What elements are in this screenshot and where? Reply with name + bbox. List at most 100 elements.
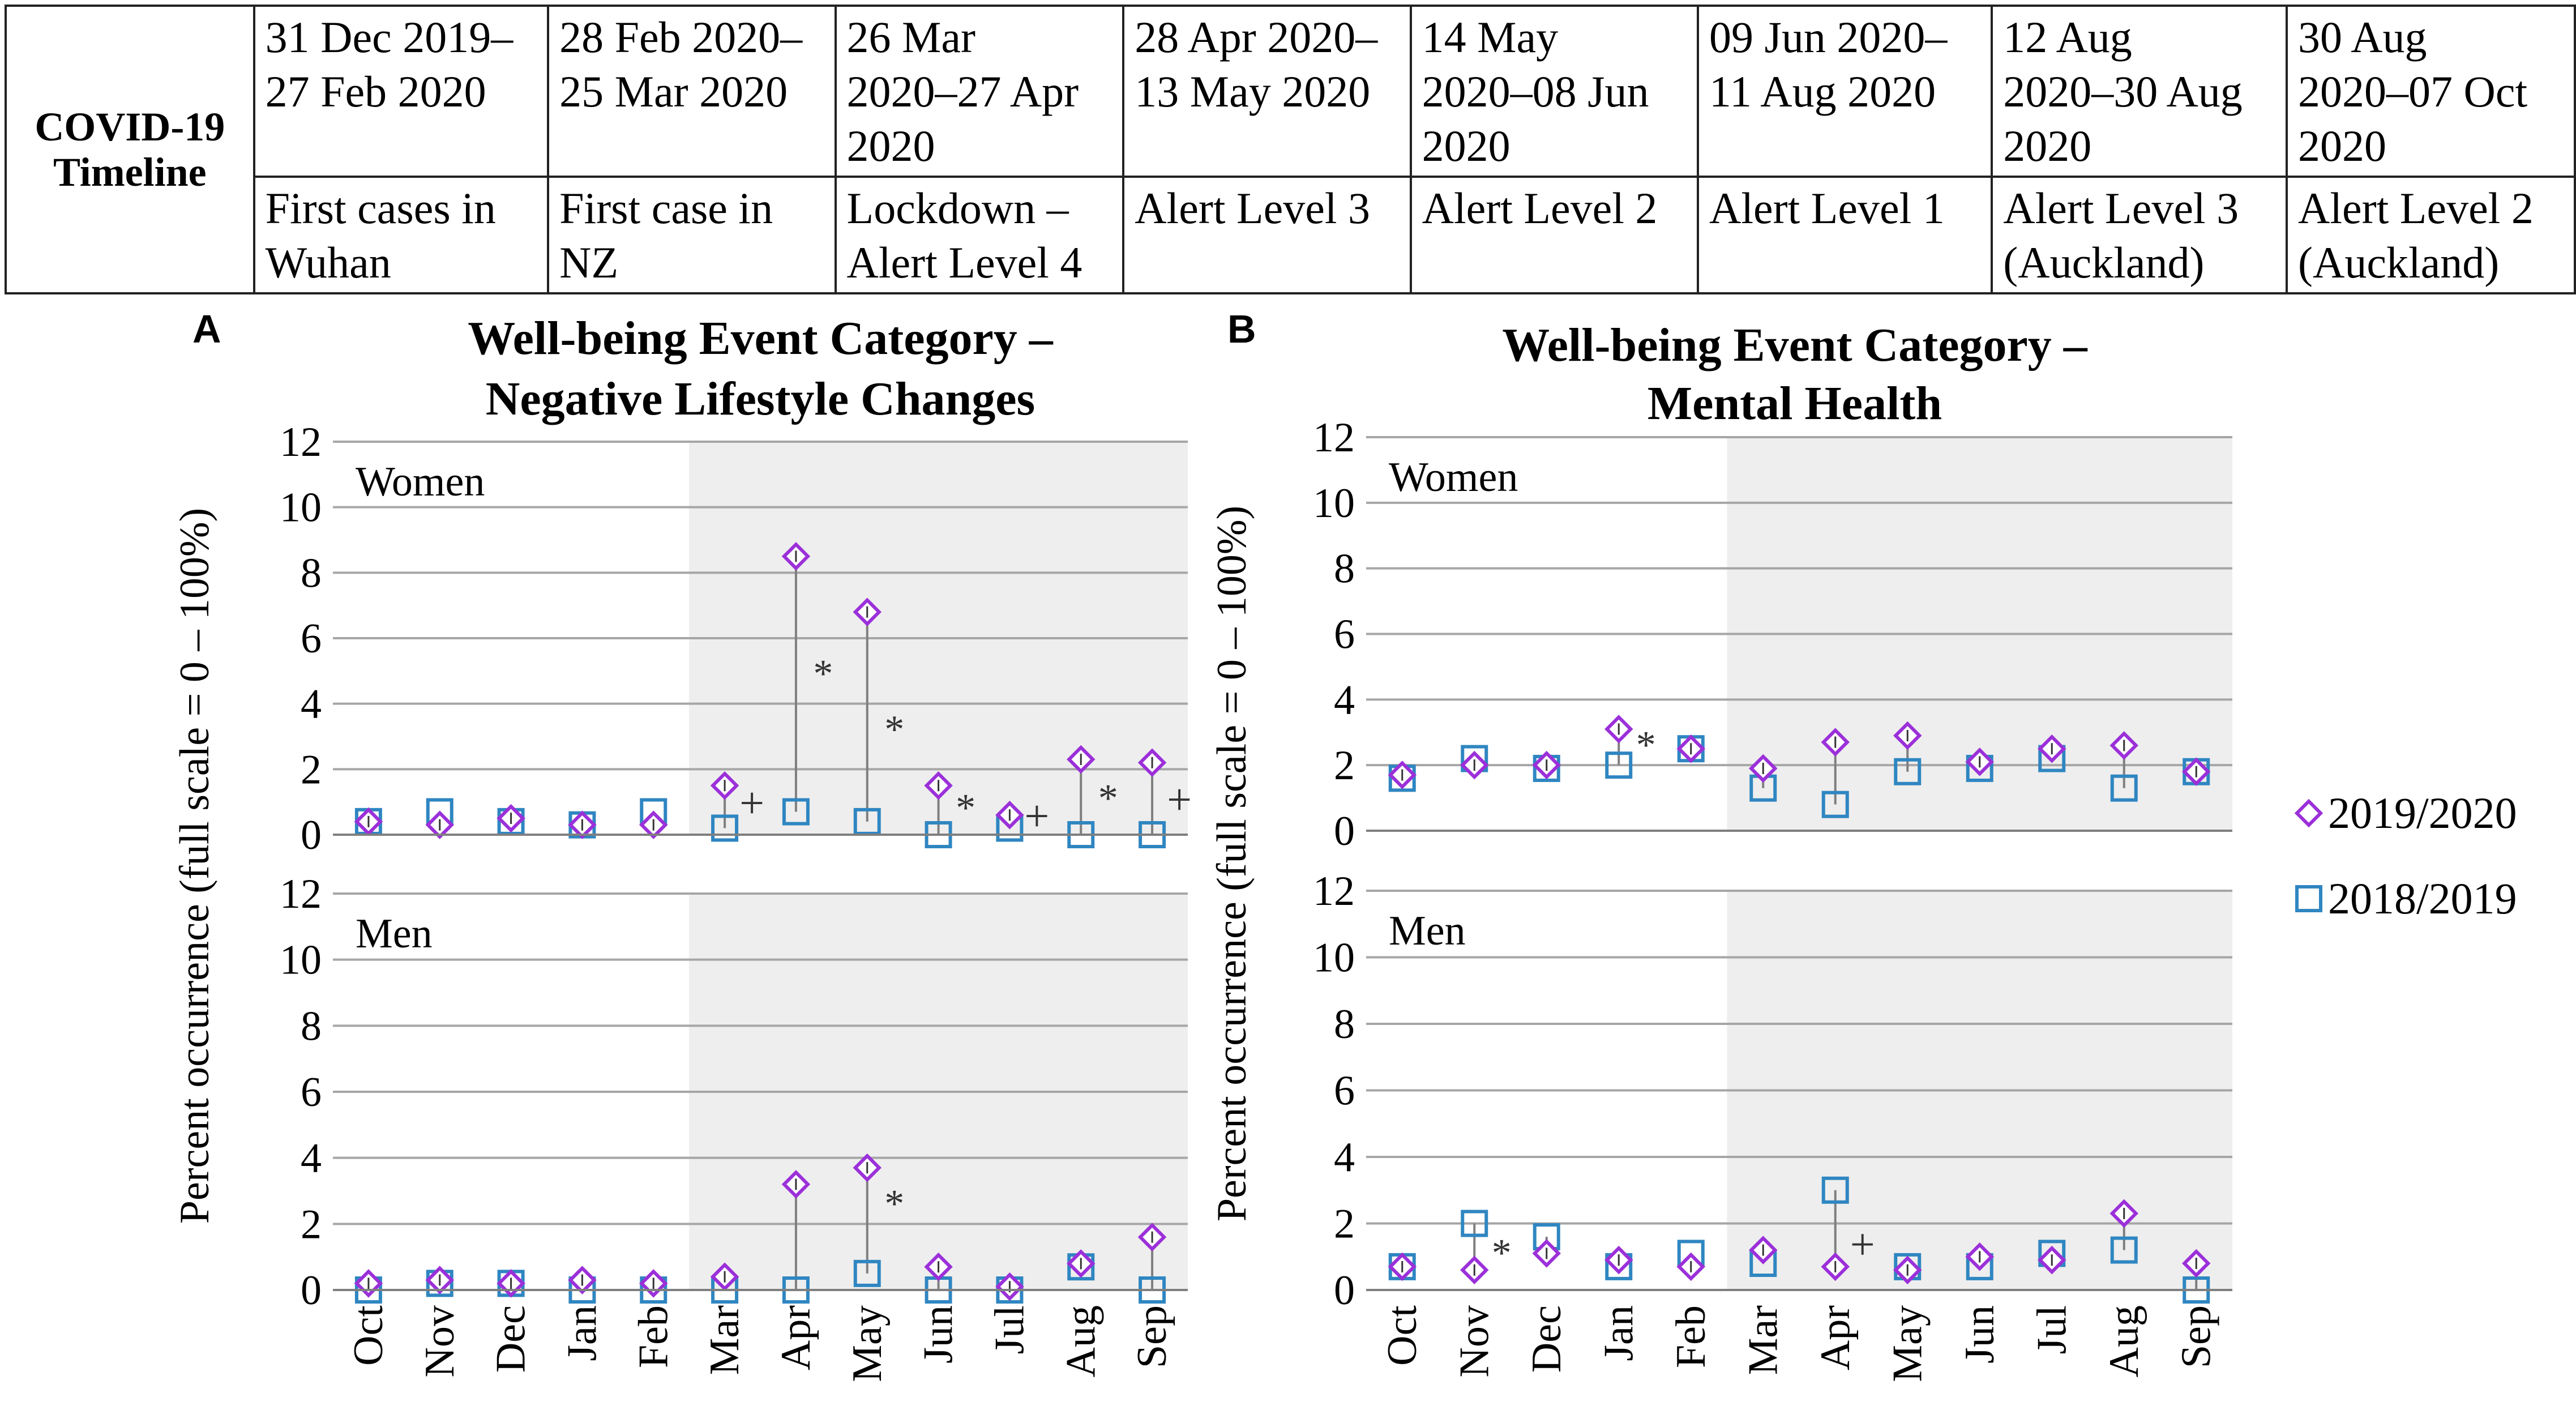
legend-label: 2019/2020 xyxy=(2328,788,2517,838)
x-tick-label: May xyxy=(1884,1305,1931,1382)
subplot-label: Men xyxy=(356,911,433,957)
x-tick-label: Apr xyxy=(1812,1305,1859,1370)
y-tick-label: 0 xyxy=(1334,1267,1355,1314)
event-line: Alert Level 3 xyxy=(1135,183,1371,233)
event-line: First case in xyxy=(559,183,773,233)
event-line: Alert Level 1 xyxy=(1709,183,1945,233)
marker-2018-2019 xyxy=(1894,758,1922,785)
x-tick-label: Sep xyxy=(2173,1305,2219,1368)
significance-mark: + xyxy=(1167,775,1192,824)
x-tick-label: Sep xyxy=(1129,1305,1175,1368)
y-tick-label: 8 xyxy=(1334,546,1355,592)
y-tick-label: 12 xyxy=(1313,868,1355,915)
timeline-range-cell: 30 Aug 2020–07 Oct 2020 xyxy=(2286,5,2576,178)
range-line: 28 Feb 2020– xyxy=(559,12,803,62)
chart-panel-A: A Well-being Event Category – Negative Lif… xyxy=(172,307,1192,1382)
y-tick-label: 4 xyxy=(301,1135,322,1182)
x-tick-label: Mar xyxy=(701,1305,748,1375)
marker-2018-2019 xyxy=(2295,885,2322,912)
legend: 2019/2020 2018/2019 xyxy=(2294,788,2517,923)
range-line: 27 Feb 2020 xyxy=(265,67,486,116)
range-line: 2020–30 Aug xyxy=(2003,67,2243,116)
x-tick-label: Jan xyxy=(559,1305,605,1361)
timeline-label-cell: COVID-19 Timeline xyxy=(5,5,255,294)
x-tick-label: Nov xyxy=(1451,1305,1497,1377)
y-tick-label: 4 xyxy=(1334,1134,1355,1181)
marker-2018-2019 xyxy=(1821,1176,1849,1204)
range-line: 26 Mar xyxy=(846,12,975,62)
range-line: 13 May 2020 xyxy=(1135,67,1371,116)
timeline-event-cell: First case in NZ xyxy=(547,176,837,294)
event-line: Alert Level 2 xyxy=(2298,183,2534,233)
timeline-event-row: First cases in Wuhan First case in NZ Lo… xyxy=(6,176,2576,294)
range-line: 2020–27 Apr xyxy=(846,67,1079,116)
range-line: 2020 xyxy=(2003,121,2092,170)
timeline-range-cell: 12 Aug 2020–30 Aug 2020 xyxy=(1991,5,2288,178)
significance-mark: * xyxy=(1098,776,1118,820)
y-tick-label: 10 xyxy=(1313,480,1355,527)
y-tick-label: 6 xyxy=(1334,612,1355,658)
y-tick-label: 12 xyxy=(1313,415,1355,461)
x-tick-label: Jul xyxy=(2029,1305,2075,1354)
range-line: 2020 xyxy=(1422,121,1510,170)
x-tick-label: Apr xyxy=(773,1305,819,1370)
timeline-range-cell: 31 Dec 2019– 27 Feb 2020 xyxy=(253,5,550,178)
timeline-range-cell: 26 Mar 2020–27 Apr 2020 xyxy=(834,5,1125,178)
x-tick-label: Mar xyxy=(1740,1305,1786,1375)
chart-title-line: Well-being Event Category – xyxy=(468,312,1054,365)
y-tick-label: 0 xyxy=(1334,808,1355,855)
x-tick-label: Dec xyxy=(488,1305,534,1373)
panel-letter: A xyxy=(192,307,221,351)
chart-title-line: Mental Health xyxy=(1648,377,1942,430)
event-line: Alert Level 4 xyxy=(846,238,1082,287)
range-line: 31 Dec 2019– xyxy=(265,12,514,62)
marker-2019-2020 xyxy=(2294,798,2323,828)
y-axis-title: Percent occurrence (full scale = 0 – 100… xyxy=(172,508,218,1224)
y-tick-label: 4 xyxy=(301,681,322,728)
significance-mark: * xyxy=(1492,1231,1512,1275)
chart-title-line: Well-being Event Category – xyxy=(1502,319,2088,371)
timeline-event-cell: Alert Level 3 xyxy=(1122,176,1412,294)
y-tick-label: 2 xyxy=(1334,1201,1355,1248)
subplot-label: Men xyxy=(1389,908,1466,954)
range-line: 2020–08 Jun xyxy=(1422,67,1649,116)
timeline-event-cell: Alert Level 1 xyxy=(1696,176,1993,294)
significance-mark: * xyxy=(884,1182,904,1225)
event-line: (Auckland) xyxy=(2298,238,2500,287)
significance-mark: * xyxy=(1636,723,1656,767)
y-tick-label: 12 xyxy=(280,419,322,465)
subplot-women: 0 2 4 6 8 10 12 Women + * * * + * + xyxy=(280,419,1192,858)
y-tick-label: 0 xyxy=(301,812,322,858)
timeline-range-cell: 28 Apr 2020– 13 May 2020 xyxy=(1122,5,1412,178)
y-tick-label: 10 xyxy=(280,485,322,531)
x-tick-label: Nov xyxy=(417,1305,463,1377)
timeline-label-line: COVID-19 xyxy=(35,104,225,149)
marker-2018-2019 xyxy=(2110,774,2138,802)
y-tick-label: 2 xyxy=(1334,742,1355,789)
range-line: 30 Aug xyxy=(2298,12,2427,62)
significance-mark: + xyxy=(1024,791,1049,840)
panel-letter: B xyxy=(1227,307,1256,351)
y-tick-label: 8 xyxy=(301,550,322,596)
x-tick-label: Jul xyxy=(986,1305,1033,1354)
x-tick-label: Jan xyxy=(1595,1305,1642,1361)
significance-mark: + xyxy=(1850,1220,1875,1269)
range-line: 25 Mar 2020 xyxy=(559,67,788,116)
x-tick-label: Jun xyxy=(1957,1305,2003,1364)
y-tick-label: 8 xyxy=(1334,1001,1355,1048)
x-tick-label: Aug xyxy=(2101,1305,2147,1377)
x-tick-label: Oct xyxy=(1379,1305,1426,1366)
y-tick-label: 6 xyxy=(301,616,322,662)
timeline-range-cell: 28 Feb 2020– 25 Mar 2020 xyxy=(547,5,837,178)
y-tick-label: 12 xyxy=(280,871,322,917)
event-line: Lockdown – xyxy=(846,183,1069,233)
y-axis-title: Percent occurrence (full scale = 0 – 100… xyxy=(1209,506,1255,1221)
range-line: 14 May xyxy=(1422,12,1559,62)
covid-timeline-table: COVID-19 Timeline 31 Dec 2019– 27 Feb 20… xyxy=(5,5,2576,294)
marker-2018-2019 xyxy=(853,1259,881,1287)
event-line: Wuhan xyxy=(265,238,391,287)
range-line: 12 Aug xyxy=(2003,12,2132,62)
marker-2018-2019 xyxy=(1461,1210,1488,1237)
timeline-event-cell: Alert Level 3 (Auckland) xyxy=(1991,176,2288,294)
